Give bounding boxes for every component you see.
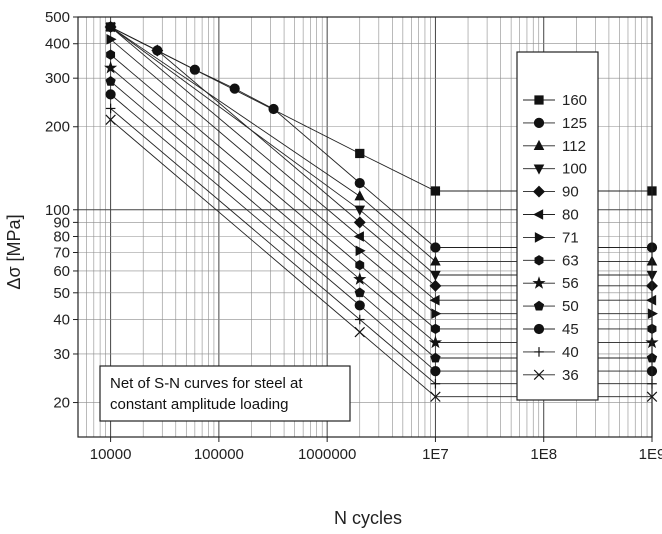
data-point-160	[355, 148, 365, 159]
data-point-125	[229, 83, 240, 94]
data-point-125	[430, 242, 441, 253]
legend-marker-100	[533, 164, 545, 175]
data-point-63	[355, 259, 365, 271]
y-tick-label: 300	[45, 70, 70, 87]
y-tick-label: 60	[53, 263, 70, 280]
data-point-71	[431, 308, 442, 319]
legend-label-71: 71	[562, 229, 579, 246]
y-tick-label: 90	[53, 214, 70, 231]
data-point-100	[430, 270, 441, 281]
legend-label-112: 112	[562, 138, 586, 155]
x-tick-label: 1E8	[530, 446, 557, 463]
legend-marker-80	[533, 209, 544, 220]
legend-marker-40	[534, 347, 544, 357]
data-point-90	[429, 279, 442, 292]
data-point-45	[354, 300, 365, 311]
y-tick-label: 50	[53, 285, 70, 302]
legend-label-100: 100	[562, 161, 587, 178]
legend-marker-125	[533, 117, 545, 128]
legend-marker-36	[533, 369, 545, 381]
data-point-56	[353, 272, 367, 285]
data-point-71	[647, 308, 658, 319]
y-tick-label: 100	[45, 202, 70, 219]
data-point-45	[105, 89, 116, 100]
x-tick-label: 1E9	[639, 446, 662, 463]
y-tick-label: 200	[45, 119, 70, 136]
data-point-50	[354, 287, 365, 298]
legend-label-80: 80	[562, 207, 579, 224]
data-point-125	[189, 64, 200, 75]
legend-marker-160	[534, 95, 544, 105]
data-point-56	[428, 335, 443, 349]
data-point-100	[354, 205, 366, 216]
y-tick-label: 20	[53, 395, 70, 412]
data-point-112	[354, 190, 366, 201]
data-point-80	[429, 294, 440, 306]
y-tick-label: 70	[53, 244, 70, 261]
data-point-112	[430, 255, 441, 266]
legend: 160 125 112 100 90 80 71 63 56 50 45 40 36	[516, 51, 599, 401]
legend-label-56: 56	[562, 275, 579, 292]
legend-marker-71	[534, 232, 545, 243]
legend-label-45: 45	[562, 321, 579, 338]
data-point-63	[430, 323, 440, 335]
y-tick-label: 30	[53, 346, 70, 363]
data-point-36	[430, 391, 441, 402]
data-point-50	[430, 352, 441, 363]
annotation-box: Net of S-N curves for steel at constant a…	[99, 365, 351, 422]
y-tick-label: 40	[53, 312, 70, 329]
data-point-125	[354, 177, 365, 189]
legend-label-63: 63	[562, 252, 579, 269]
legend-label-160: 160	[562, 92, 587, 109]
legend-box	[516, 51, 599, 401]
data-point-36	[354, 326, 365, 338]
data-point-36	[105, 114, 116, 125]
series-line-125	[110, 26, 652, 248]
data-point-71	[106, 34, 117, 45]
legend-label-125: 125	[562, 115, 587, 132]
x-tick-label: 100000	[194, 446, 244, 463]
legend-marker-56	[532, 276, 546, 289]
y-axis-title: Δσ [MPa]	[4, 214, 24, 289]
x-tick-label: 1000000	[298, 446, 356, 463]
legend-marker-63	[534, 255, 544, 266]
axis-ticks: 10000 100000 1000000 1E7 1E8 1E92030405060708…	[45, 9, 662, 463]
data-point-80	[104, 21, 115, 33]
plot-frame	[77, 16, 653, 438]
x-axis-title: N cycles	[334, 508, 402, 528]
legend-marker-45	[533, 323, 545, 335]
legend-label-90: 90	[562, 184, 579, 201]
data-point-63	[106, 49, 116, 60]
legend-marker-50	[533, 300, 545, 311]
data-point-45	[430, 366, 441, 377]
data-point-40	[354, 314, 365, 325]
legend-label-36: 36	[562, 367, 579, 384]
y-tick-label: 80	[53, 228, 70, 245]
data-point-40	[430, 378, 441, 389]
x-tick-label: 1E7	[422, 446, 449, 463]
legend-marker-112	[533, 139, 545, 150]
data-point-90	[151, 44, 164, 57]
data-point-80	[353, 231, 364, 242]
annotation-frame	[99, 365, 351, 422]
data-point-160	[430, 186, 441, 196]
series-markers	[104, 21, 659, 402]
x-tick-label: 10000	[90, 446, 132, 463]
legend-label-50: 50	[562, 298, 579, 315]
annotation-line: Net of S-N curves for steel at	[110, 375, 303, 392]
data-point-50	[105, 76, 116, 86]
legend-label-40: 40	[562, 344, 579, 361]
y-tick-label: 400	[45, 36, 70, 53]
data-point-71	[355, 245, 366, 257]
legend-marker-90	[533, 185, 545, 198]
data-point-125	[268, 103, 279, 115]
y-tick-label: 500	[45, 9, 70, 26]
data-point-80	[646, 294, 657, 306]
annotation-line: constant amplitude loading	[110, 396, 288, 413]
data-point-40	[105, 103, 116, 114]
data-point-90	[353, 216, 366, 229]
data-point-56	[104, 60, 118, 74]
